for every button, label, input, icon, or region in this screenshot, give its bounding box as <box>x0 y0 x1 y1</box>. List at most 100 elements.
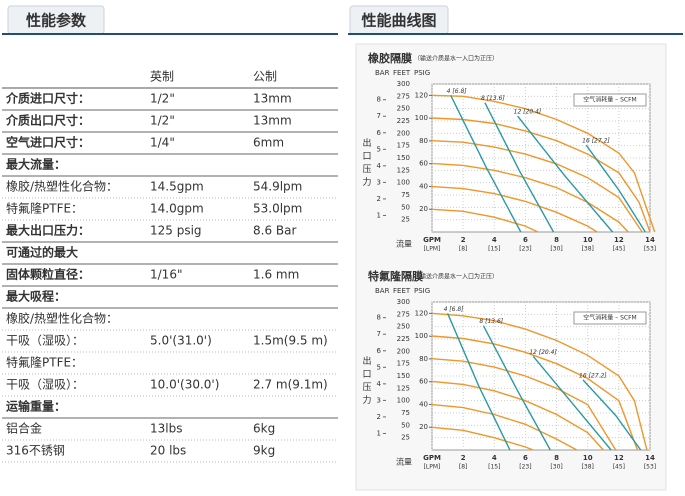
x-tick-label: 4 <box>492 236 497 244</box>
series-line <box>431 312 648 451</box>
table-cell: 1/2" <box>150 114 175 128</box>
x2-tick-label: [8] <box>459 464 468 471</box>
x2-tick-label: [38] <box>582 246 594 253</box>
table-cell: 1.5m(9.5 m) <box>253 334 328 348</box>
x-tick-label: 4 <box>492 454 497 462</box>
y-tick-label: 175 <box>397 142 410 150</box>
series-line <box>517 115 614 233</box>
axis-unit: BAR <box>375 69 390 77</box>
x-tick-label: 14 <box>645 236 655 244</box>
series-line <box>431 380 604 451</box>
y-tick-label: 125 <box>397 166 410 174</box>
table-cell: 125 psig <box>150 224 202 238</box>
tab-label[interactable]: 性能参数 <box>26 12 87 30</box>
y3-tick-label: 3 <box>377 396 381 404</box>
series-line <box>431 335 639 451</box>
y-tick-label: 75 <box>401 409 410 417</box>
y-tick-label: 300 <box>397 298 410 306</box>
row-label: 干吸（湿吸）： <box>6 333 84 348</box>
table-cell: 9kg <box>253 444 275 458</box>
y-tick-label: 50 <box>401 203 410 211</box>
x-tick-label: GPM <box>423 454 441 462</box>
table-cell: 1.6 mm <box>253 268 299 282</box>
series-line <box>431 403 578 451</box>
x-axis-title: 流量 <box>396 239 412 249</box>
column-header: 英制 <box>150 70 174 84</box>
y-tick-label: 275 <box>397 92 410 100</box>
y-tick-label: 125 <box>397 384 410 392</box>
table-cell: 14.5gpm <box>150 180 204 194</box>
y3-tick-label: 5 <box>377 145 381 153</box>
y-tick-label: 25 <box>401 216 410 224</box>
series-label: 4 [6.8] <box>447 88 468 95</box>
x-tick-label: 2 <box>461 236 466 244</box>
y2-tick-label: 40 <box>419 182 428 190</box>
table-cell: 1/2" <box>150 92 175 106</box>
series-line <box>431 185 598 233</box>
series-label: 8 [13.6] <box>481 95 505 102</box>
y3-tick-label: 8 <box>377 314 381 322</box>
series-line <box>582 379 642 451</box>
y3-tick-label: 5 <box>377 363 381 371</box>
row-label: 最大流量： <box>6 157 66 172</box>
axis-unit: BAR <box>375 287 390 295</box>
table-cell: 1/4" <box>150 136 175 150</box>
x-tick-label: 10 <box>583 454 593 462</box>
x-tick-label: 12 <box>614 236 624 244</box>
series-line <box>431 94 656 233</box>
y2-tick-label: 20 <box>419 423 428 431</box>
x-tick-label: 6 <box>523 454 528 462</box>
row-label: 干吸（湿吸）： <box>6 377 84 392</box>
row-label: 介质出口尺寸： <box>5 113 90 128</box>
legend-title: 空气消耗量 – SCFM <box>583 96 636 104</box>
y-tick-label: 100 <box>397 179 410 187</box>
y-tick-label: 250 <box>397 105 410 113</box>
row-label: 橡胶/热塑性化合物： <box>6 311 118 326</box>
y3-tick-label: 8 <box>377 96 381 104</box>
x2-tick-label: [45] <box>613 464 625 471</box>
y-tick-label: 100 <box>397 397 410 405</box>
y3-tick-label: 7 <box>377 330 381 338</box>
row-label: 最大出口压力： <box>6 223 90 238</box>
y2-tick-label: 100 <box>415 332 428 340</box>
x-tick-label: GPM <box>423 236 441 244</box>
x2-tick-label: [LPM] <box>424 246 441 253</box>
y3-tick-label: 1 <box>377 211 381 219</box>
y-tick-label: 25 <box>401 434 410 442</box>
row-label: 运输重量： <box>6 399 66 414</box>
row-label: 可通过的最大 <box>6 245 78 260</box>
series-line <box>431 162 629 233</box>
table-cell: 5.0'(31.0') <box>150 334 212 348</box>
series-label: 12 [20.4] <box>514 109 542 116</box>
y3-tick-label: 2 <box>377 195 381 203</box>
y2-tick-label: 120 <box>415 309 428 317</box>
table-cell: 8.6 Bar <box>253 224 296 238</box>
x-tick-label: 2 <box>461 454 466 462</box>
y-tick-label: 225 <box>397 117 410 125</box>
legend-box <box>573 93 647 107</box>
series-line <box>431 208 539 233</box>
table-cell: 10.0'(30.0') <box>150 378 219 392</box>
y-tick-label: 250 <box>397 323 410 331</box>
y3-tick-label: 6 <box>377 347 382 355</box>
y2-tick-label: 20 <box>419 205 428 213</box>
y3-tick-label: 4 <box>377 380 382 388</box>
tab-label[interactable]: 性能曲线图 <box>361 12 436 30</box>
y-tick-label: 75 <box>401 191 410 199</box>
chart-title: 橡胶隔膜 <box>368 51 412 65</box>
table-cell: 20 lbs <box>150 444 186 458</box>
y3-tick-label: 4 <box>377 162 382 170</box>
x2-tick-label: [15] <box>488 464 500 471</box>
table-cell: 54.9lpm <box>253 180 302 194</box>
table-cell: 14.0gpm <box>150 202 204 216</box>
series-line <box>446 313 511 451</box>
series-line <box>431 358 617 451</box>
row-label: 特氟隆PTFE： <box>6 355 83 370</box>
row-label: 橡胶/热塑性化合物： <box>6 179 118 194</box>
series-label: 12 [20.4] <box>529 349 557 356</box>
y-tick-label: 50 <box>401 421 410 429</box>
x-tick-label: 8 <box>554 236 559 244</box>
y-tick-label: 200 <box>397 347 410 355</box>
y3-tick-label: 7 <box>377 112 381 120</box>
